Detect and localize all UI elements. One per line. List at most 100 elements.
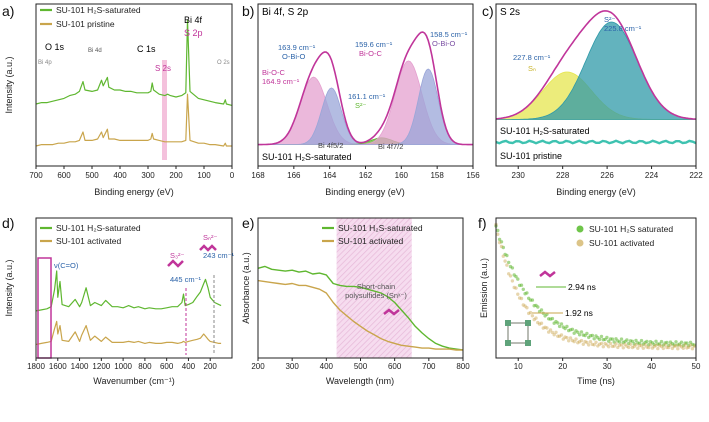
decay-point-1 — [612, 340, 616, 344]
panel-a-xlabel: Binding energy (eV) — [94, 187, 174, 197]
decay-point-1 — [634, 338, 638, 343]
decay-point-2 — [639, 344, 644, 348]
decay-point-1 — [530, 298, 535, 302]
panel-a-x-ticks: 700 600 500 400 300 200 100 0 — [29, 166, 235, 180]
decay-point-1 — [687, 344, 691, 348]
decay-point-1 — [637, 341, 642, 345]
decay-point-2 — [599, 341, 604, 346]
panel-f-frame — [495, 217, 697, 359]
x-tick-label: 168 — [251, 171, 265, 180]
decay-point-2 — [497, 240, 502, 245]
decay-point-2 — [637, 343, 642, 348]
panel-d-sn-molecule-icon — [199, 244, 217, 252]
panel-c: c) S 2s 230 228 226 224 222 Binding energy (… — [482, 3, 703, 197]
panel-b-sample-label: SU-101 H₂S-saturated — [262, 152, 352, 162]
panel-c-peak-sub-1: Sₙ — [528, 64, 536, 73]
decay-point-1 — [516, 277, 520, 281]
panel-b-peak-sub-3: O-Bi-O — [282, 52, 305, 61]
x-tick-label: 100 — [197, 171, 211, 180]
decay-point-1 — [672, 343, 676, 347]
decay-point-2 — [659, 344, 664, 349]
decay-point-1 — [579, 330, 584, 334]
panel-a-ann-bi4p: Bi 4p — [38, 60, 52, 66]
decay-point-2 — [674, 344, 678, 348]
decay-point-1 — [590, 333, 595, 338]
panel-a-ann-o2s: O 2s — [217, 60, 230, 66]
panel-b-peak-label-s: 161.1 cm⁻¹ — [348, 92, 386, 101]
decay-point-1 — [657, 342, 662, 346]
panel-b: b) Bi 4f, S 2p 168 166 164 162 160 158 156 Bin… — [242, 3, 480, 197]
panel-a-ylabel: Intensity (a.u.) — [4, 56, 14, 113]
decay-point-2 — [588, 340, 593, 344]
decay-point-1 — [559, 322, 564, 326]
x-tick-label: 300 — [141, 171, 155, 180]
decay-point-2 — [519, 296, 524, 301]
x-tick-label: 30 — [603, 362, 612, 371]
decay-point-2 — [654, 343, 658, 347]
panel-f-ylabel: Emission (a.u.) — [479, 258, 489, 318]
x-tick-label: 224 — [645, 171, 659, 180]
panel-b-peak-sub-4: Bi-O-C — [359, 49, 382, 58]
x-tick-label: 10 — [514, 362, 523, 371]
decay-point-2 — [647, 345, 651, 350]
decay-point-2 — [547, 330, 551, 334]
decay-point-1 — [597, 337, 602, 342]
decay-point-1 — [667, 343, 671, 348]
panel-f: f) 10 20 30 40 50 Time (ns) Emission (a.u.) … — [478, 215, 701, 386]
panel-c-series-label-1: SU-101 H₂S-saturated — [500, 126, 590, 136]
decay-point-2 — [663, 343, 667, 347]
panel-c-label: c) — [482, 3, 494, 19]
decay-point-2 — [517, 296, 522, 300]
decay-point-2 — [507, 272, 511, 276]
decay-point-2 — [514, 286, 518, 290]
decay-point-1 — [497, 237, 502, 242]
x-tick-label: 1000 — [114, 362, 132, 371]
decay-point-2 — [672, 344, 676, 349]
decay-point-2 — [567, 339, 571, 343]
decay-point-2 — [559, 333, 564, 337]
panel-b-ann-52: Bi 4f5/2 — [318, 141, 343, 150]
x-tick-label: 300 — [285, 362, 299, 371]
decay-point-2 — [630, 345, 635, 350]
panel-b-label: b) — [242, 3, 254, 19]
decay-point-2 — [552, 333, 556, 337]
x-tick-label: 200 — [204, 362, 218, 371]
panel-f-legend-2: SU-101 activated — [589, 238, 654, 248]
panel-c-title: S 2s — [500, 7, 520, 18]
series-line-2 — [257, 279, 463, 351]
decay-point-2 — [501, 254, 505, 258]
x-tick-label: 230 — [512, 171, 526, 180]
panel-e-plot — [257, 265, 464, 351]
decay-point-1 — [496, 228, 500, 233]
panel-e-annotation-box: Short-chain polysulfides (Snˣ⁻) — [345, 282, 407, 300]
x-tick-label: 500 — [85, 171, 99, 180]
decay-point-2 — [541, 326, 545, 330]
panel-b-xlabel: Binding energy (eV) — [325, 187, 405, 197]
decay-point-2 — [616, 345, 620, 350]
x-tick-label: 1400 — [71, 362, 89, 371]
panel-b-peak-sub-1: Bi-O-C — [262, 68, 285, 77]
decay-point-1 — [617, 340, 622, 344]
x-tick-label: 40 — [647, 362, 656, 371]
decay-point-2 — [572, 339, 576, 344]
fit-peak-5 — [258, 68, 473, 145]
panel-b-peak-label-3: 163.9 cm⁻¹ — [278, 43, 316, 52]
x-tick-label: 800 — [456, 362, 470, 371]
panel-c-peak-label-1: 227.8 cm⁻¹ — [513, 53, 551, 62]
x-tick-label: 156 — [466, 171, 480, 180]
x-tick-label: 0 — [230, 171, 235, 180]
panel-b-peak-label-5: 158.5 cm⁻¹ — [430, 30, 468, 39]
decay-point-2 — [556, 334, 560, 338]
decay-point-2 — [670, 346, 675, 351]
decay-point-2 — [657, 343, 662, 348]
panel-b-peak-sub-5: O-Bi-O — [432, 39, 455, 48]
decay-point-2 — [574, 337, 578, 341]
panel-a-ann-bi4d: Bi 4d — [88, 48, 102, 54]
decay-point-1 — [556, 321, 560, 325]
panel-f-legend-dot-gold — [576, 239, 584, 247]
panel-f-ann-192: 1.92 ns — [565, 308, 593, 318]
decay-point-2 — [554, 330, 558, 334]
panel-a-plot — [35, 19, 233, 147]
decay-point-2 — [545, 326, 549, 330]
decay-point-2 — [576, 341, 580, 345]
